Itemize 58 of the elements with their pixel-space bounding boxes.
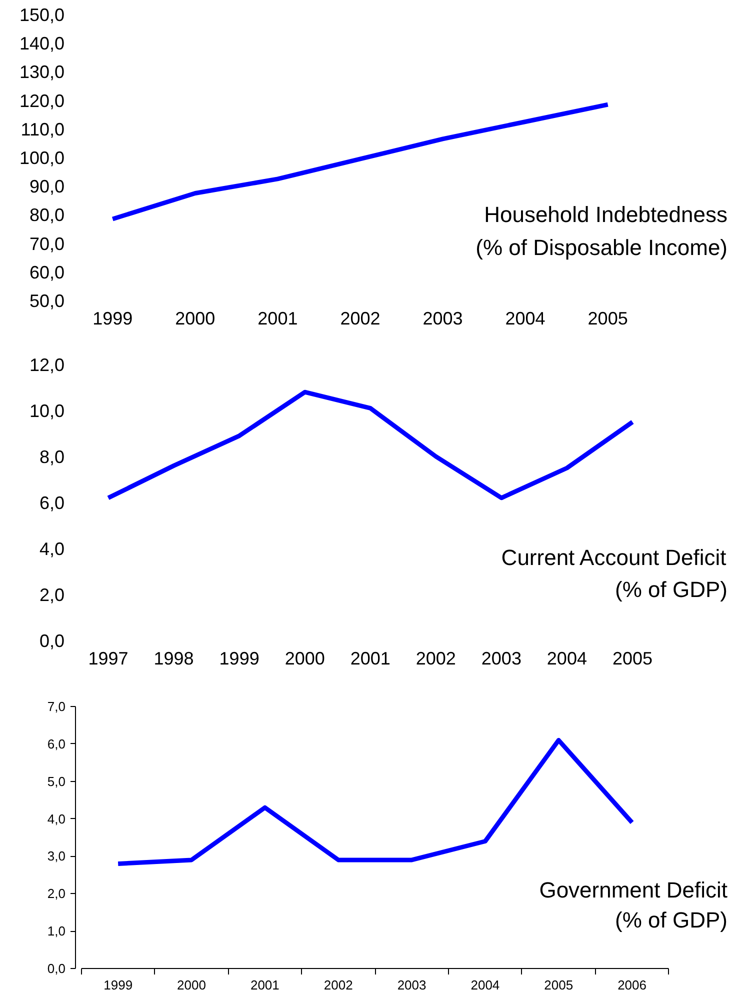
x-tick-label: 2006 [618,978,647,992]
x-tick-label: 2004 [505,308,546,328]
x-tick-label: 2003 [481,648,522,668]
annotation: (% of GDP) [615,576,728,602]
x-tick-label: 2003 [422,308,463,328]
y-tick-label: 1,0 [47,924,66,939]
x-tick-label: 2005 [588,308,628,328]
y-tick-label: 6,0 [47,736,66,752]
x-tick-label: 1999 [219,648,260,668]
annotation: (% of GDP) [615,908,728,933]
y-tick-label: 80,0 [29,205,65,226]
y-tick-label: 6,0 [39,493,65,513]
x-tick-label: 2004 [546,648,587,668]
y-tick-label: 7,0 [47,699,66,714]
y-tick-label: 0,0 [39,631,65,651]
line-series [116,738,634,866]
annotation: Government Deficit [539,877,728,902]
annotation: Household Indebtedness [484,202,728,228]
y-tick-label: 60,0 [29,262,65,282]
line-series [106,390,635,500]
y-tick-label: 2,0 [39,585,65,605]
y-tick-label: 3,0 [47,848,66,864]
x-tick-label: 2000 [175,308,216,328]
y-tick-label: 100,0 [19,148,65,168]
x-tick-label: 2001 [250,978,280,992]
annotation: Current Account Deficit [501,545,726,570]
x-tick-label: 2003 [397,978,426,992]
y-tick-label: 120,0 [19,90,65,111]
y-tick-label: 130,0 [19,62,65,82]
y-tick-label: 0,0 [47,961,66,976]
y-tick-label: 12,0 [29,355,65,375]
x-tick-label: 2000 [177,978,206,992]
y-tick-label: 5,0 [47,774,66,789]
x-tick-label: 2004 [470,978,500,992]
x-tick-label: 2000 [284,648,325,668]
y-tick-label: 110,0 [20,119,65,140]
y-tick-label: 4,0 [39,539,65,559]
x-tick-label: 1999 [104,978,133,992]
x-tick-label: 2005 [612,648,653,668]
x-tick-label: 1999 [92,308,133,328]
y-tick-label: 50,0 [29,291,65,311]
x-tick-label: 1998 [154,648,194,668]
y-tick-label: 2,0 [47,886,66,902]
x-tick-label: 2002 [416,648,456,668]
annotation: (% of Disposable Income) [476,235,728,260]
y-tick-label: 8,0 [39,447,65,467]
x-tick-label: 1997 [88,648,128,668]
y-tick-label: 10,0 [29,401,65,421]
x-tick-label: 2001 [350,648,390,668]
y-tick-label: 150,0 [19,5,65,25]
y-tick-label: 90,0 [29,176,65,197]
y-tick-label: 140,0 [19,34,65,54]
x-tick-label: 2005 [544,978,574,992]
y-tick-label: 4,0 [47,811,66,826]
x-tick-label: 2002 [340,308,380,328]
x-tick-label: 2002 [324,978,353,992]
x-tick-label: 2001 [258,308,298,328]
y-tick-label: 70,0 [29,234,65,254]
